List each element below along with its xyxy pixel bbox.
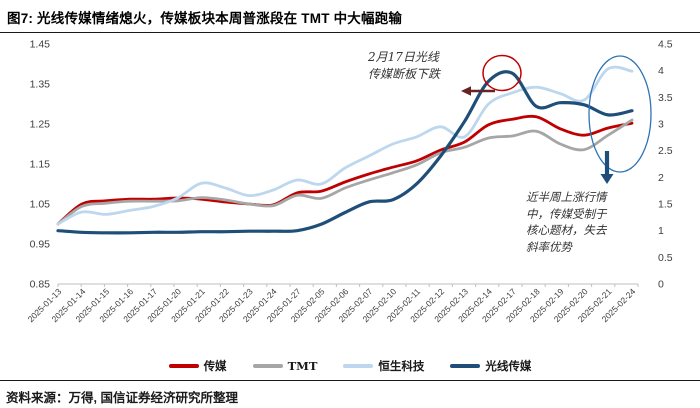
- legend-swatch-tmt: [252, 364, 283, 368]
- source-note: 资料来源：万得, 国信证券经济研究所整理: [6, 391, 238, 405]
- left-axis-tick-label: 0.85: [30, 279, 51, 291]
- right-axis-tick-label: 0: [658, 279, 664, 291]
- right-axis-tick-label: 4.5: [658, 39, 673, 51]
- divergence-ellipse: [588, 55, 652, 173]
- figure-header: 图7: 光线传媒情绪熄火，传媒板块本周普涨段在 TMT 中大幅跑输: [0, 0, 700, 33]
- series-line-media: [56, 114, 634, 226]
- peak-circle: [482, 54, 522, 92]
- right-axis-tick-label: 2.5: [658, 145, 673, 157]
- legend-label: TMT: [287, 359, 318, 373]
- annotation-line: 斜率优势: [526, 239, 572, 254]
- legend-label: 传媒: [203, 359, 227, 373]
- left-arrow-head: [461, 86, 471, 96]
- left-axis-tick-label: 1.15: [30, 159, 51, 171]
- chart-legend: 传媒 TMT 恒生科技 光线传媒: [0, 358, 700, 374]
- line-chart: 0.85 0.95 1.05 1.15 1.25 1.35 1.45 0 0.5 1 1.5 2 2.5…: [26, 39, 673, 325]
- legend-swatch-media: [168, 364, 199, 368]
- down-arrow-head: [600, 174, 614, 184]
- annotation-feb17-drop: 2月17日光线 传媒断板下跌: [368, 49, 440, 83]
- chart-area: 0.85 0.95 1.05 1.15 1.25 1.35 1.45 0 0.5 1 1.5 2 2.5…: [0, 33, 700, 380]
- legend-label: 恒生科技: [378, 359, 425, 373]
- legend-label: 光线传媒: [485, 359, 532, 373]
- right-axis-tick-label: 3: [658, 119, 664, 131]
- figure-title: 图7: 光线传媒情绪熄火，传媒板块本周普涨段在 TMT 中大幅跑输: [7, 11, 403, 26]
- legend-item-tmt: TMT: [252, 359, 318, 373]
- right-axis-tick-label: 2: [658, 172, 664, 184]
- annotation-line: 传媒断板下跌: [368, 67, 441, 81]
- left-axis-tick-label: 1.45: [30, 39, 51, 51]
- legend-swatch-enlight-media: [450, 364, 481, 368]
- legend-item-enlight-media: 光线传媒: [450, 358, 531, 374]
- annotation-line: 中，传媒受制于: [526, 206, 607, 221]
- right-axis-tick-label: 1: [658, 225, 664, 237]
- right-axis-tick-label: 4: [658, 65, 664, 77]
- annotation-line: 近半周上涨行情: [526, 190, 607, 204]
- series-line-tmt: [56, 118, 634, 226]
- legend-item-media: 传媒: [168, 358, 227, 374]
- left-axis-tick-label: 1.25: [30, 119, 51, 131]
- legend-swatch-hstech: [343, 364, 374, 368]
- series-line-hstech: [56, 65, 634, 226]
- annotation-line: 2月17日光线: [368, 50, 439, 64]
- left-axis-tick-label: 1.35: [30, 79, 51, 91]
- annotation-line: 核心题材，失去: [526, 223, 607, 237]
- right-axis-tick-label: 3.5: [658, 92, 673, 104]
- right-axis-tick-label: 0.5: [658, 252, 673, 264]
- right-axis-tick-label: 1.5: [658, 199, 673, 211]
- series-line-enlight-media: [56, 70, 634, 235]
- left-axis-tick-label: 1.05: [30, 199, 51, 211]
- annotation-slope-note: 近半周上涨行情 中，传媒受制于 核心题材，失去 斜率优势: [526, 189, 607, 255]
- left-axis-tick-label: 0.95: [30, 239, 51, 251]
- legend-item-hstech: 恒生科技: [343, 358, 424, 374]
- figure-footer: 资料来源：万得, 国信证券经济研究所整理: [0, 380, 700, 406]
